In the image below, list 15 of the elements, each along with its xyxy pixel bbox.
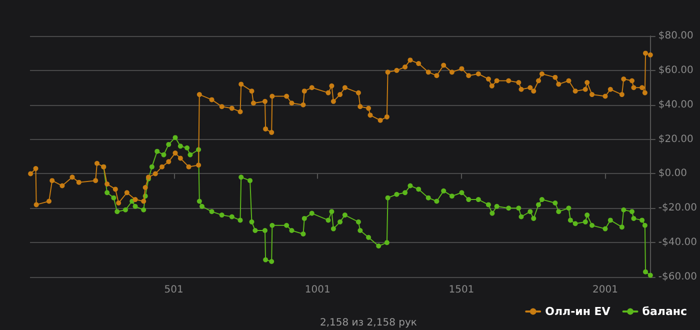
x-tick-label: 1001 [304,284,330,296]
x-tick-label: 501 [164,284,184,296]
y-tick-label: -$40.00 [658,237,698,248]
y-tick-label: -$60.00 [658,272,698,282]
legend-label: баланс [642,305,688,318]
y-tick-label: $0.00 [658,168,688,180]
y-tick-label: $20.00 [658,134,694,145]
legend-label: Олл-ин EV [545,305,611,318]
x-tick-label: 1501 [448,284,474,296]
y-tick-label: -$20.00 [658,202,698,214]
text: 2,158 из 2,158 рук [320,318,417,328]
y-tick-label: $80.00 [658,30,694,42]
y-tick-label: $40.00 [658,99,694,110]
y-tick-label: $60.00 [658,64,694,76]
x-tick-label: 2001 [592,284,618,296]
